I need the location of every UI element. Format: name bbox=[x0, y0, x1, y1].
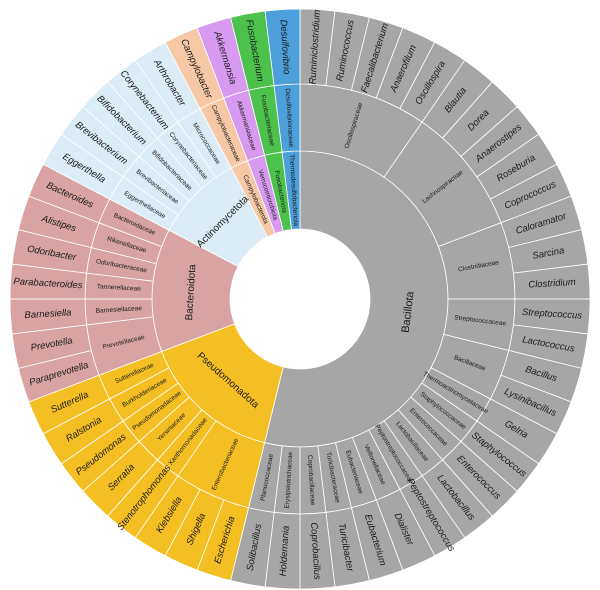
genus-label-parabacteroides: Parabacteroides bbox=[13, 276, 83, 291]
phylum-ring bbox=[151, 150, 449, 448]
family-label-barnesiellaceae: Barnesiellaceae bbox=[96, 305, 143, 315]
genus-label-barnesiella: Barnesiella bbox=[24, 307, 72, 321]
family-label-coprobacillaceae: Coprobacillaceae bbox=[306, 455, 316, 506]
family-label-desulfovibrionaceae: Desulfovibrionaceae bbox=[284, 88, 295, 148]
phylum-label-bacteroidota: Bacteroidota bbox=[184, 264, 198, 321]
genus-label-ruminiclostridium: Ruminiclostridium bbox=[307, 9, 323, 85]
genus-label-clostridium: Clostridium bbox=[528, 277, 576, 291]
family-label-tannerellaceae: Tannerellaceae bbox=[97, 283, 142, 293]
family-label-erysipelotrichaceae: Erysipelotrichaceae bbox=[284, 451, 294, 508]
phylum-label-thermodesulfobacteriota: Thermodesulfobacteriota bbox=[288, 154, 299, 227]
genus-label-coprobacillus: Coprobacillus bbox=[308, 522, 322, 580]
genus-label-streptococcus: Streptococcus bbox=[522, 307, 583, 322]
genus-label-holdemania: Holdemania bbox=[278, 525, 292, 576]
genus-ring bbox=[9, 8, 591, 590]
phylum-label-bacillota: Bacillota bbox=[400, 290, 417, 334]
genus-segment-desulfovibrio bbox=[264, 8, 301, 87]
family-ring bbox=[84, 83, 516, 515]
genus-label-desulfovibrio: Desulfovibrio bbox=[278, 19, 292, 74]
